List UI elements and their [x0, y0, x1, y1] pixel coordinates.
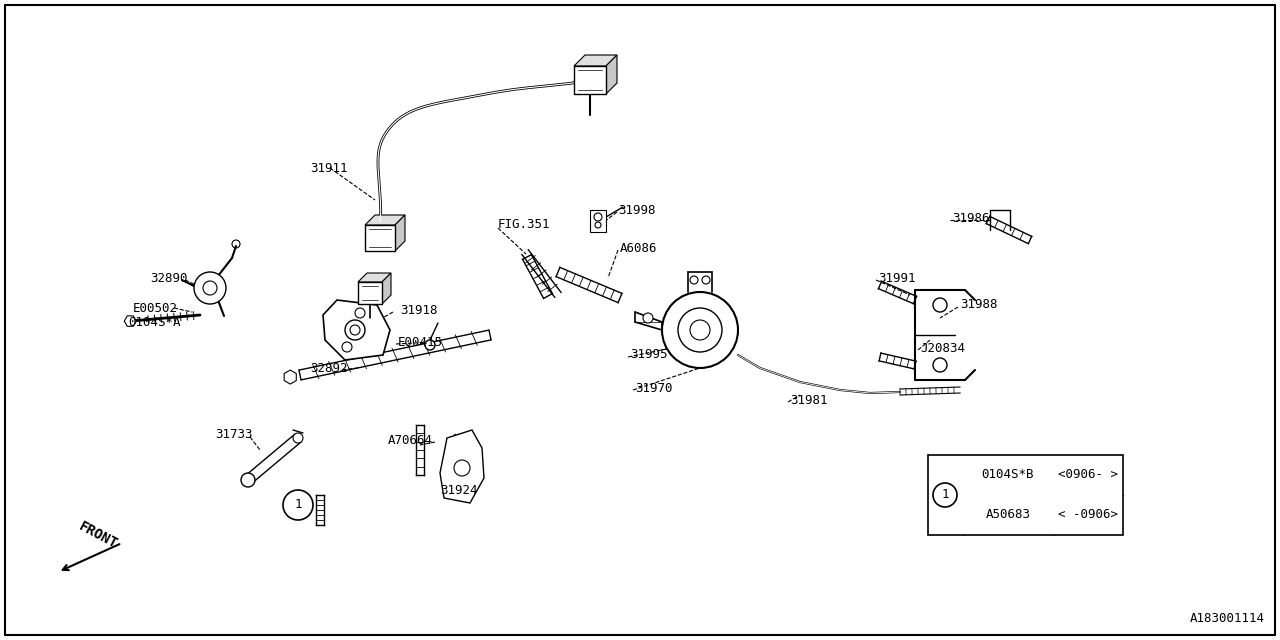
Circle shape	[204, 281, 218, 295]
Text: 1: 1	[294, 499, 302, 511]
Circle shape	[701, 276, 710, 284]
Circle shape	[933, 298, 947, 312]
Circle shape	[678, 308, 722, 352]
Polygon shape	[358, 273, 390, 282]
Text: < -0906>: < -0906>	[1059, 509, 1117, 522]
Polygon shape	[365, 225, 396, 251]
Text: <0906- >: <0906- >	[1059, 468, 1117, 481]
Text: 31924: 31924	[440, 483, 477, 497]
Text: A70664: A70664	[388, 433, 433, 447]
Polygon shape	[323, 300, 390, 360]
Circle shape	[283, 490, 314, 520]
Text: 32890: 32890	[150, 271, 187, 285]
Circle shape	[933, 483, 957, 507]
Circle shape	[346, 320, 365, 340]
Text: 31991: 31991	[878, 271, 915, 285]
Circle shape	[933, 358, 947, 372]
Text: 1: 1	[941, 488, 948, 502]
Polygon shape	[284, 370, 296, 384]
Text: 31733: 31733	[215, 429, 252, 442]
Polygon shape	[365, 215, 404, 225]
Circle shape	[643, 313, 653, 323]
Bar	[928, 455, 1123, 535]
Polygon shape	[124, 316, 136, 326]
Circle shape	[454, 460, 470, 476]
Text: 31918: 31918	[399, 303, 438, 317]
Polygon shape	[358, 282, 381, 304]
Circle shape	[594, 213, 602, 221]
Circle shape	[595, 222, 602, 228]
Text: FRONT: FRONT	[77, 519, 120, 551]
Text: 0104S*A: 0104S*A	[128, 317, 180, 330]
Text: 31998: 31998	[618, 204, 655, 216]
Circle shape	[690, 276, 698, 284]
Polygon shape	[590, 210, 605, 232]
Circle shape	[355, 308, 365, 318]
Circle shape	[195, 272, 227, 304]
Text: A183001114: A183001114	[1190, 612, 1265, 625]
Polygon shape	[573, 66, 605, 94]
Circle shape	[349, 325, 360, 335]
Text: 31911: 31911	[310, 161, 347, 175]
Text: 31995: 31995	[630, 349, 667, 362]
Text: FIG.351: FIG.351	[498, 218, 550, 232]
Circle shape	[342, 342, 352, 352]
Text: 31970: 31970	[635, 381, 672, 394]
Text: 31986: 31986	[952, 211, 989, 225]
Polygon shape	[244, 434, 301, 484]
Polygon shape	[573, 55, 617, 66]
Circle shape	[293, 433, 303, 443]
Polygon shape	[396, 215, 404, 251]
Text: 32892: 32892	[310, 362, 347, 374]
Circle shape	[241, 473, 255, 487]
Text: A50683: A50683	[986, 509, 1030, 522]
Polygon shape	[605, 55, 617, 94]
Circle shape	[690, 320, 710, 340]
Polygon shape	[440, 430, 484, 503]
Polygon shape	[381, 273, 390, 304]
Circle shape	[425, 340, 435, 350]
Text: 31981: 31981	[790, 394, 827, 406]
Text: A6086: A6086	[620, 241, 658, 255]
Text: E00502: E00502	[133, 301, 178, 314]
Text: J20834: J20834	[920, 342, 965, 355]
Text: 31988: 31988	[960, 298, 997, 312]
Text: E00415: E00415	[398, 335, 443, 349]
Text: 0104S*B: 0104S*B	[982, 468, 1034, 481]
Circle shape	[662, 292, 739, 368]
